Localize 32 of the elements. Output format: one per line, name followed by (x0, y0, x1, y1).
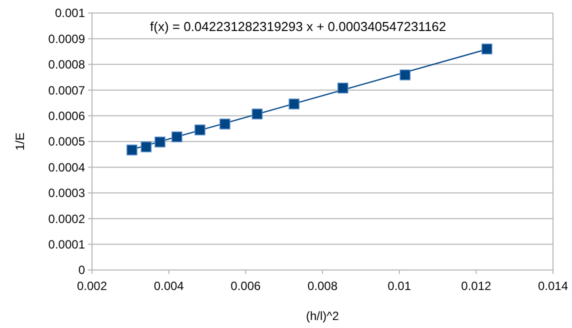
y-tick-label: 0.0002 (48, 212, 86, 226)
y-tick-label: 0.0005 (48, 134, 86, 149)
point (400, 70, 410, 80)
y-tick-label: 0.0008 (48, 58, 86, 72)
point (337, 82, 348, 94)
point (126, 144, 138, 156)
point (482, 44, 492, 54)
y-tick-label: 0.0001 (48, 238, 86, 252)
y-tick-label: 0 (78, 263, 86, 278)
annotation: f(x) = 0.042231282319293 x + 0.000340547231162 (150, 19, 446, 34)
y-tick-label: 0.0004 (48, 160, 86, 174)
point (252, 108, 263, 120)
point (154, 136, 166, 148)
point (288, 98, 300, 110)
y-tick-label: 0.0007 (48, 83, 86, 98)
x-tick-label: 0.012 (461, 279, 492, 293)
y-tick-label: 0.0009 (48, 32, 86, 46)
y-tick-label: 0.0006 (48, 109, 86, 123)
point (220, 118, 230, 130)
y-tick-label: 0.0003 (48, 186, 86, 200)
y-tick-label: 0.001 (54, 6, 86, 20)
point (172, 131, 182, 142)
x-tick-label: 0.002 (76, 279, 108, 293)
x-tick-label: 0.008 (307, 279, 338, 293)
x-tick-label: 0.004 (154, 279, 184, 293)
point (140, 141, 152, 152)
x-axis-title: (h/l)^2 (306, 309, 340, 323)
x-tick-label: 0.006 (230, 279, 262, 293)
y-axis-title: 1/E (13, 132, 27, 151)
x-tick-label: 0.01 (388, 279, 412, 293)
point (194, 124, 206, 136)
x-tick-label: 0.014 (538, 279, 568, 293)
